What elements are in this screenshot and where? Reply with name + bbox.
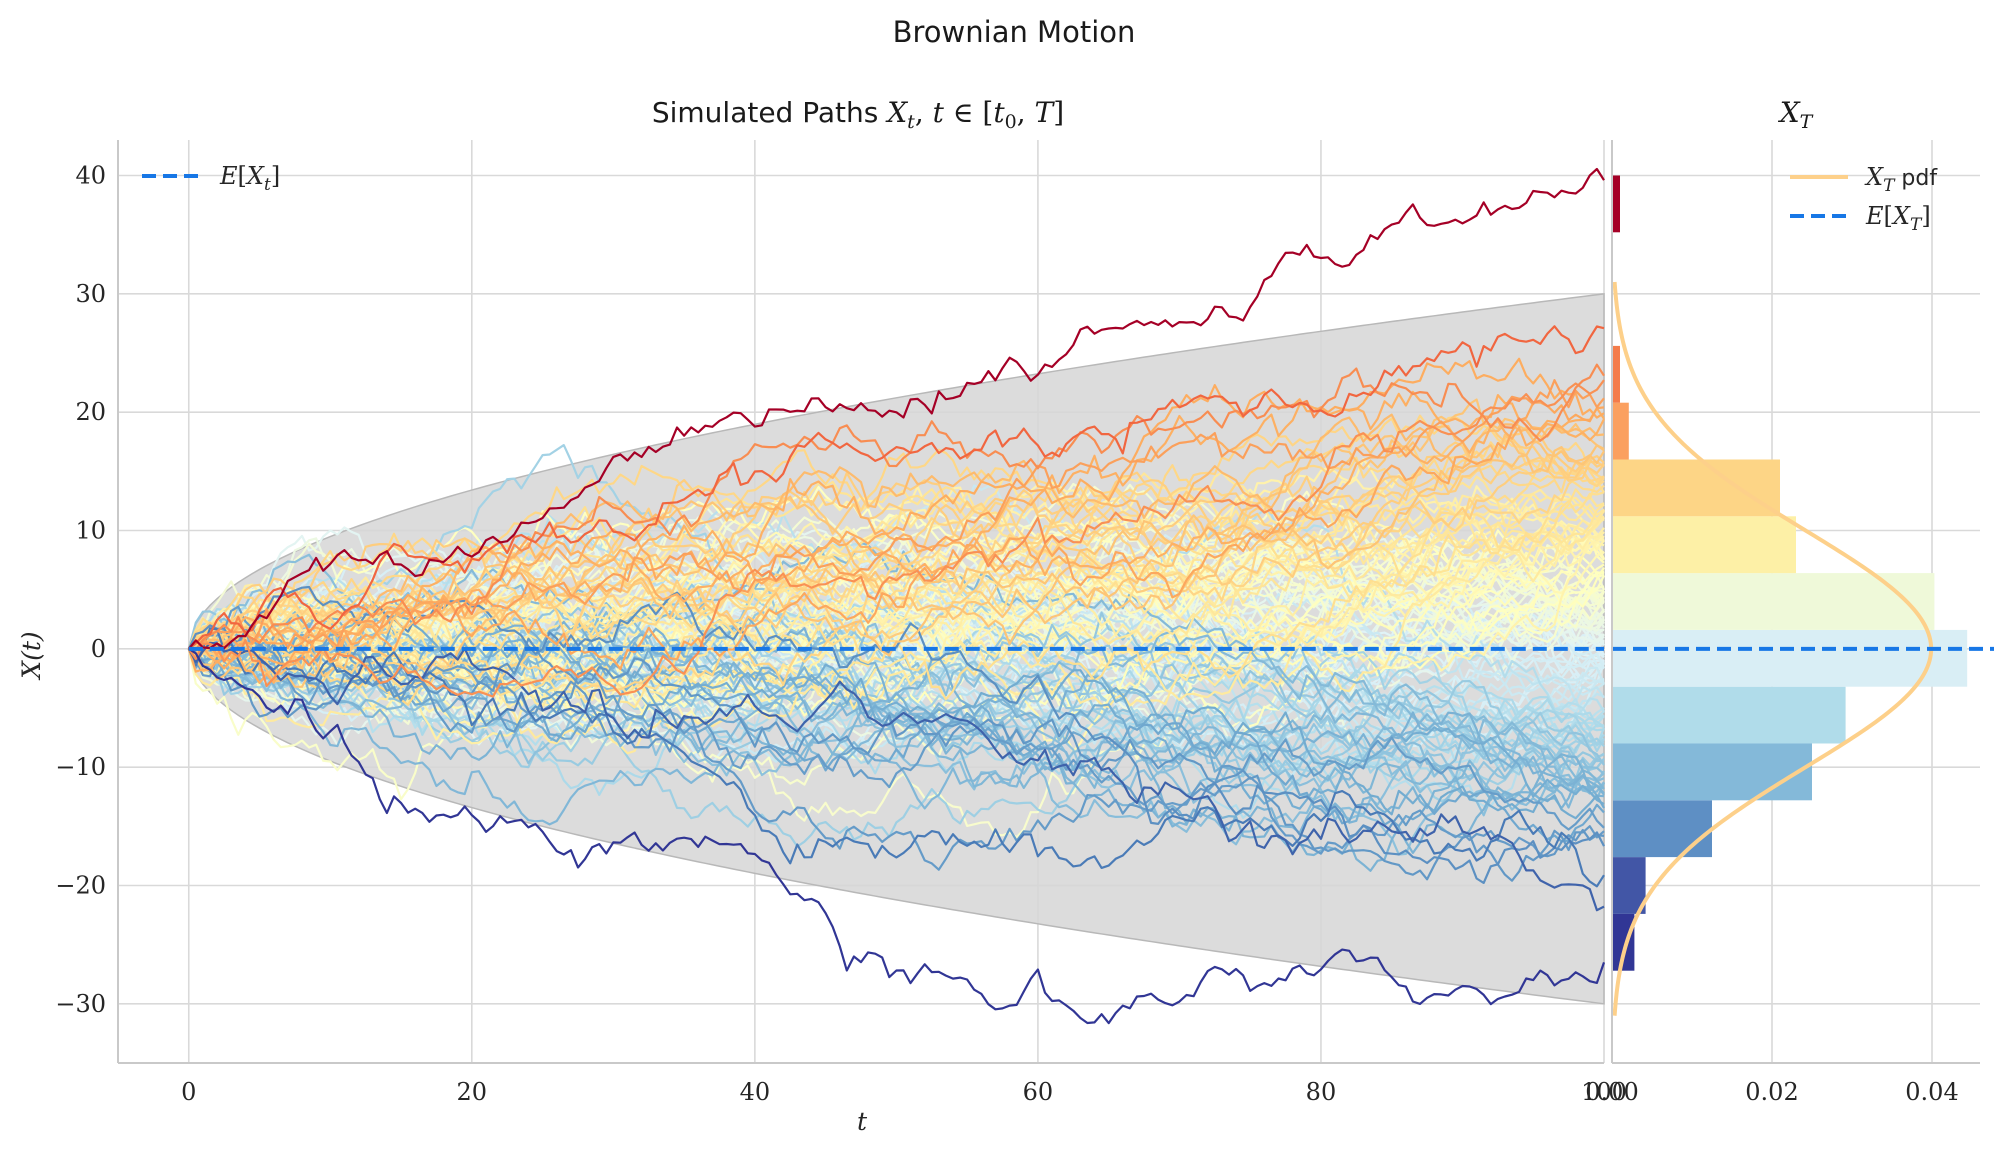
histogram-bar bbox=[1612, 459, 1780, 517]
simulated-path bbox=[188, 379, 1605, 651]
hist-panel-title: XT bbox=[1778, 96, 1814, 133]
simulated-path bbox=[187, 456, 1605, 650]
histogram-bar bbox=[1612, 629, 1968, 687]
simulated-path bbox=[188, 425, 1605, 688]
simulated-path bbox=[188, 616, 1605, 798]
x-tick-label: 0 bbox=[181, 1078, 196, 1106]
histogram-bars bbox=[1612, 175, 1968, 971]
histogram-bar bbox=[1612, 743, 1812, 801]
simulated-path bbox=[187, 629, 1605, 843]
histogram-bar bbox=[1612, 573, 1935, 630]
hist-x-tick-labels: 0.00 0.02 0.04 bbox=[1585, 1078, 1958, 1106]
simulated-path bbox=[188, 635, 1605, 834]
x-tick-label: 100 bbox=[1581, 1078, 1627, 1106]
y-tick-label: −30 bbox=[55, 990, 106, 1018]
histogram-bar bbox=[1612, 175, 1620, 233]
simulated-path bbox=[187, 585, 1605, 884]
legend-pdf-label: XT pdf bbox=[1864, 163, 1938, 196]
simulated-path bbox=[188, 630, 1606, 800]
histogram-bar bbox=[1612, 913, 1635, 971]
x-tick-label: 40 bbox=[740, 1078, 771, 1106]
paths-x-tick-labels: 0 20 40 60 80 100 bbox=[181, 1078, 1627, 1106]
x-tick-label: 80 bbox=[1306, 1078, 1337, 1106]
legend-hist-expectation-label: E[XT] bbox=[1865, 202, 1931, 235]
hist-x-tick-label: 0.04 bbox=[1905, 1078, 1958, 1106]
simulated-path bbox=[187, 379, 1605, 698]
simulated-path bbox=[188, 605, 1605, 871]
hist-legend: XT pdf E[XT] bbox=[1790, 163, 1938, 235]
simulated-path bbox=[188, 620, 1605, 762]
simulated-path bbox=[187, 398, 1605, 678]
simulated-path bbox=[188, 413, 1605, 659]
paths-y-tick-labels: −30 −20 −10 0 10 20 30 40 bbox=[55, 162, 106, 1018]
histogram-bar bbox=[1612, 857, 1646, 914]
simulated-path bbox=[187, 478, 1605, 674]
simulated-path bbox=[188, 538, 1605, 688]
x-axis-label: t bbox=[857, 1107, 868, 1136]
simulated-path bbox=[188, 647, 1606, 1025]
simulated-path bbox=[188, 325, 1605, 650]
simulated-path bbox=[188, 552, 1605, 663]
y-tick-label: 40 bbox=[75, 162, 106, 190]
paths-axes bbox=[117, 140, 1604, 1064]
paths-panel-title: Simulated Paths Xt, t ∈ [t0, T] bbox=[652, 96, 1064, 133]
histogram-bar bbox=[1612, 516, 1796, 574]
x-tick-label: 60 bbox=[1023, 1078, 1054, 1106]
simulated-path bbox=[187, 167, 1605, 650]
simulated-path bbox=[188, 637, 1605, 882]
y-tick-label: 0 bbox=[91, 635, 106, 663]
simulated-path bbox=[187, 441, 1605, 650]
hist-x-tick-label: 0.02 bbox=[1745, 1078, 1798, 1106]
simulated-path bbox=[188, 472, 1605, 663]
histogram-bar bbox=[1612, 402, 1629, 460]
y-tick-label: −10 bbox=[55, 753, 106, 781]
simulated-paths-panel: Simulated Paths Xt, t ∈ [t0, T] 0 20 40 60 8… bbox=[17, 96, 1627, 1136]
simulated-path bbox=[188, 561, 1605, 694]
simulated-path bbox=[188, 424, 1605, 658]
paths-legend: E[Xt] bbox=[142, 162, 280, 195]
simulated-path bbox=[187, 542, 1605, 795]
simulated-path bbox=[188, 615, 1605, 785]
hist-x-tick-label: 0.00 bbox=[1585, 1078, 1638, 1106]
simulated-path bbox=[187, 503, 1605, 729]
simulated-path bbox=[188, 401, 1605, 671]
histogram-bar bbox=[1612, 686, 1846, 744]
simulated-path bbox=[187, 635, 1605, 831]
terminal-distribution-panel: XT 0.00 0.02 0.04 XT pdf E[XT] bbox=[1585, 96, 1994, 1106]
hist-axes bbox=[1611, 140, 1980, 1064]
simulated-path bbox=[188, 363, 1605, 652]
y-tick-label: 30 bbox=[75, 280, 106, 308]
y-tick-label: −20 bbox=[55, 872, 106, 900]
y-tick-label: 20 bbox=[75, 398, 106, 426]
legend-expectation-label: E[Xt] bbox=[219, 162, 280, 195]
histogram-bar bbox=[1612, 800, 1712, 858]
histogram-bar bbox=[1612, 345, 1620, 403]
x-tick-label: 20 bbox=[457, 1078, 488, 1106]
simulated-path bbox=[188, 418, 1605, 684]
simulated-path bbox=[187, 641, 1605, 912]
y-axis-label: X(t) bbox=[17, 631, 46, 680]
figure-suptitle: Brownian Motion bbox=[893, 15, 1136, 49]
simulated-path bbox=[187, 648, 1605, 826]
y-tick-label: 10 bbox=[75, 517, 106, 545]
